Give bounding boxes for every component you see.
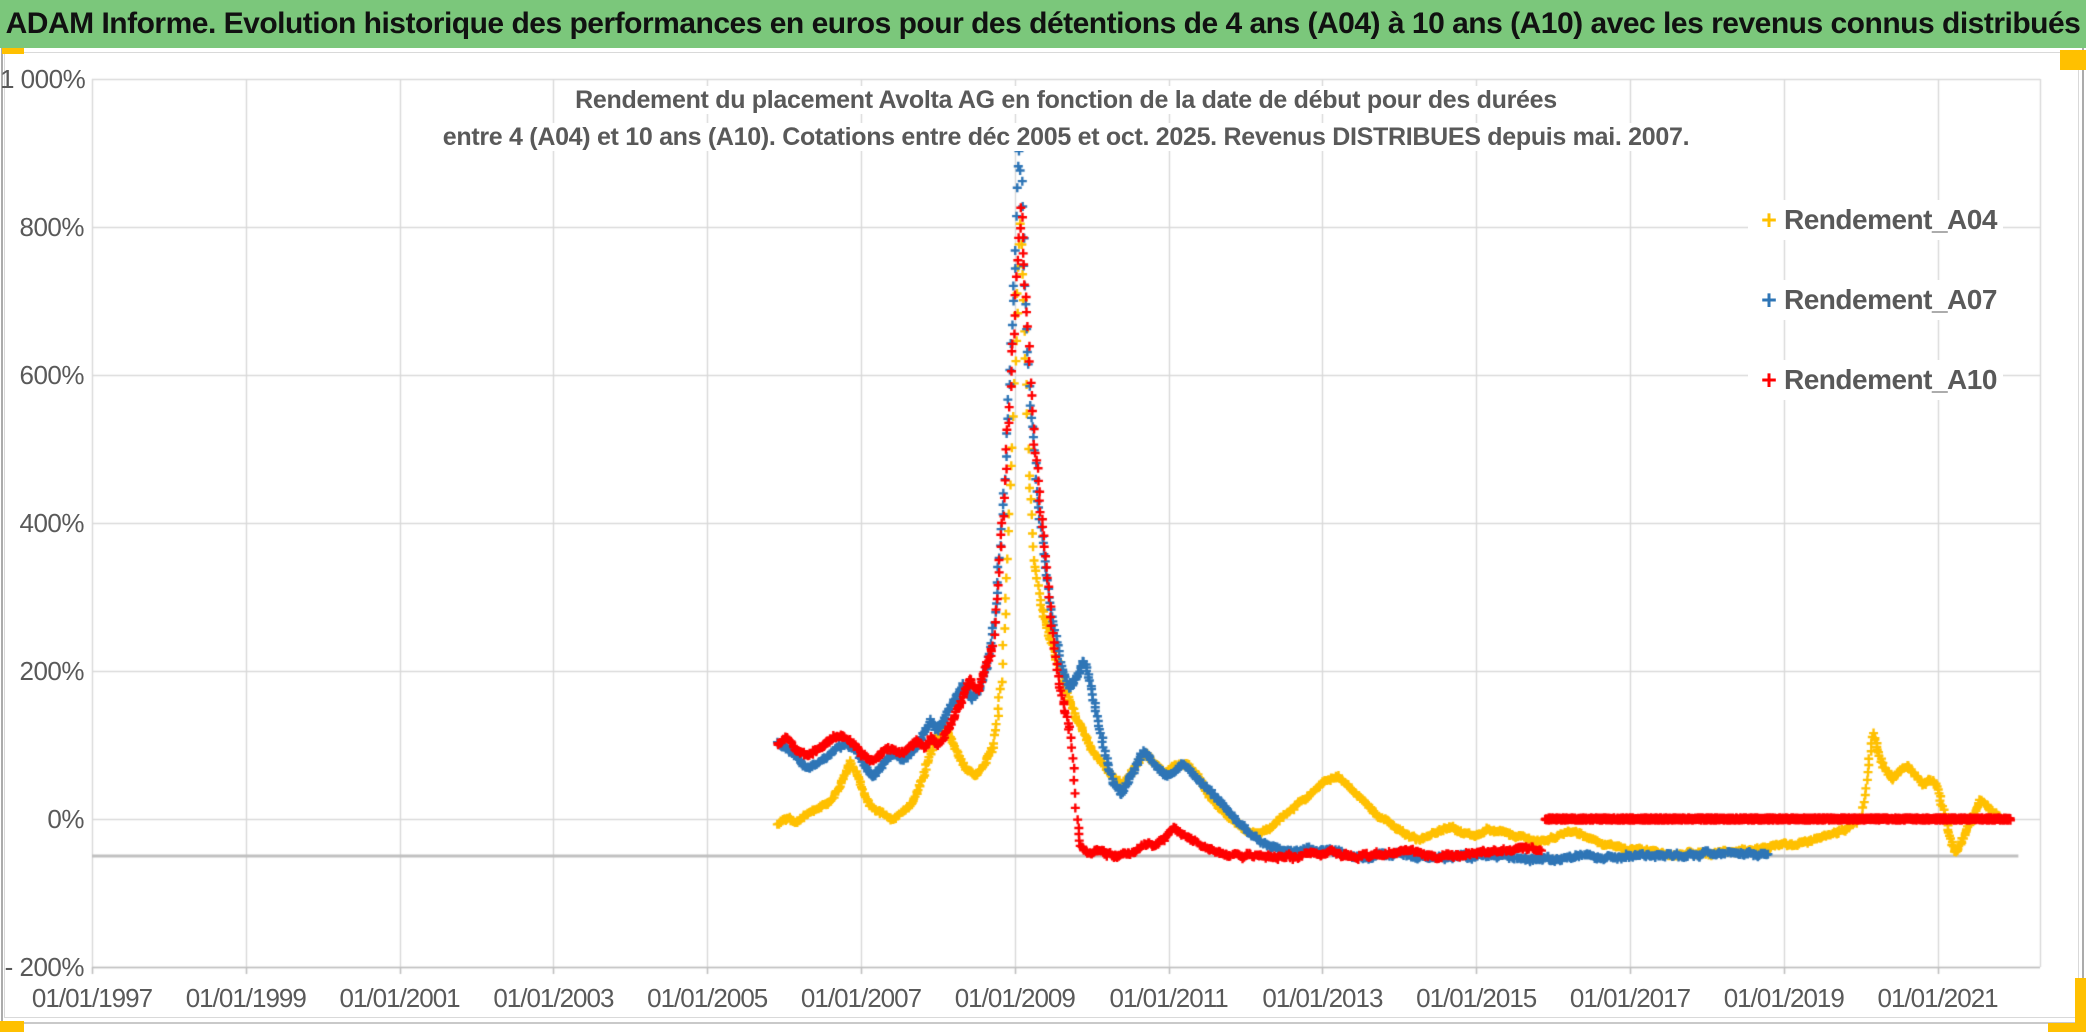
legend-label: Rendement_A07: [1784, 284, 1997, 315]
y-axis-label: 400%: [19, 508, 85, 538]
sheet-bottom-rule: [0, 1022, 2086, 1024]
y-axis-label: 600%: [19, 360, 85, 390]
accent-bottom-left: [0, 1021, 24, 1032]
x-axis-label: 01/01/2021: [1877, 983, 1999, 1013]
legend-marker-icon: +: [1761, 204, 1777, 235]
chart-title: Rendement du placement Avolta AG en fonc…: [92, 82, 2040, 156]
legend-marker-icon: +: [1761, 364, 1777, 395]
x-axis-label: 01/01/2007: [800, 983, 922, 1013]
y-axis-label: 1 000%: [0, 64, 86, 94]
accent-right-strip: [2075, 978, 2086, 1032]
x-axis-label: 01/01/2011: [1109, 983, 1228, 1013]
chart-title-line2: entre 4 (A04) et 10 ans (A10). Cotations…: [92, 119, 2040, 156]
y-axis-label: 200%: [19, 656, 85, 686]
x-axis-label: 01/01/2019: [1723, 983, 1845, 1013]
x-axis-label: 01/01/2009: [954, 983, 1076, 1013]
x-axis-label: 01/01/2003: [493, 983, 614, 1013]
accent-bottom-right: [2048, 1023, 2086, 1032]
accent-top-left: [2, 48, 24, 54]
chart-title-line1: Rendement du placement Avolta AG en fonc…: [92, 82, 2040, 119]
window-right-edge: [2082, 48, 2084, 1032]
legend-item-rendement_a04[interactable]: + Rendement_A04: [1748, 200, 2003, 240]
x-axis-label: 01/01/2005: [647, 983, 768, 1013]
x-axis-label: 01/01/2015: [1416, 983, 1537, 1013]
x-axis-label: 01/01/2001: [339, 983, 461, 1013]
legend-label: Rendement_A10: [1784, 364, 1997, 395]
y-axis-label: 0%: [47, 804, 84, 834]
x-axis-label: 01/01/2013: [1262, 983, 1383, 1013]
legend-label: Rendement_A04: [1784, 204, 1997, 235]
y-axis-label: 800%: [19, 212, 85, 242]
legend-item-rendement_a07[interactable]: + Rendement_A07: [1748, 280, 2003, 320]
y-axis-label: - 200%: [4, 952, 85, 982]
x-axis-label: 01/01/1999: [185, 983, 307, 1013]
legend-marker-icon: +: [1761, 284, 1777, 315]
x-axis-label: 01/01/1997: [31, 983, 153, 1013]
accent-top-right: [2060, 50, 2086, 70]
legend-item-rendement_a10[interactable]: + Rendement_A10: [1748, 360, 2003, 400]
x-axis-label: 01/01/2017: [1569, 983, 1691, 1013]
window-left-edge: [1, 48, 3, 1032]
